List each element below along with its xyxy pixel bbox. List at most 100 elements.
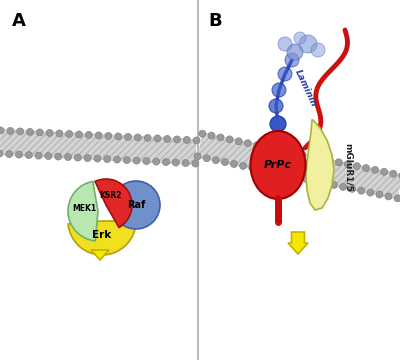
FancyArrow shape [288,232,308,254]
Circle shape [134,134,141,141]
Circle shape [262,144,270,150]
Text: A: A [12,12,26,30]
Circle shape [154,135,161,142]
Circle shape [35,152,42,159]
Circle shape [254,141,260,149]
Wedge shape [68,181,98,241]
Circle shape [174,136,180,143]
Circle shape [25,152,32,159]
Circle shape [285,53,299,67]
Circle shape [217,134,224,141]
Circle shape [340,183,346,190]
Circle shape [294,32,306,44]
Circle shape [362,165,370,171]
Circle shape [94,155,101,162]
Text: Raf: Raf [127,200,145,210]
Circle shape [183,136,190,143]
Circle shape [182,159,189,167]
Circle shape [172,159,179,166]
Circle shape [17,128,24,135]
Circle shape [55,153,62,160]
Circle shape [258,166,265,173]
Circle shape [114,156,120,163]
Circle shape [45,153,52,159]
Circle shape [272,134,288,150]
Circle shape [344,161,351,168]
Circle shape [278,67,292,81]
Circle shape [203,155,210,162]
Circle shape [272,83,286,97]
Circle shape [330,181,338,189]
Text: PrPc: PrPc [264,160,292,170]
Circle shape [95,132,102,139]
Circle shape [385,193,392,200]
Circle shape [16,151,22,158]
Circle shape [112,181,160,229]
Circle shape [290,149,297,156]
Circle shape [281,147,288,154]
Circle shape [124,134,132,140]
Circle shape [390,170,397,177]
Wedge shape [95,179,132,228]
Circle shape [123,157,130,163]
Circle shape [299,35,317,53]
Circle shape [381,168,388,175]
Text: KSR2: KSR2 [99,190,121,199]
Circle shape [235,138,242,145]
Circle shape [0,127,4,134]
Circle shape [105,132,112,139]
Text: Laminin: Laminin [294,68,318,108]
Circle shape [192,160,199,167]
Circle shape [270,116,286,132]
Circle shape [278,37,292,51]
Circle shape [349,185,356,192]
Text: mGluR1/5: mGluR1/5 [344,143,352,192]
Circle shape [399,172,400,179]
Circle shape [335,159,342,166]
Circle shape [244,140,251,147]
Circle shape [230,161,238,167]
Circle shape [56,130,63,137]
Circle shape [240,162,246,170]
Circle shape [394,195,400,202]
Circle shape [221,158,228,166]
Circle shape [274,152,290,168]
Circle shape [367,189,374,196]
Circle shape [162,159,170,166]
Circle shape [7,127,14,134]
Circle shape [303,176,310,183]
Circle shape [199,130,206,137]
Circle shape [208,132,215,139]
Circle shape [299,151,306,158]
Circle shape [193,137,200,144]
Circle shape [144,134,151,141]
Circle shape [276,170,283,177]
Circle shape [85,131,92,138]
Circle shape [326,157,333,164]
Circle shape [294,174,301,181]
Circle shape [26,129,34,135]
Circle shape [6,150,13,158]
FancyArrow shape [91,250,109,260]
Circle shape [164,135,171,143]
Polygon shape [197,132,400,200]
Circle shape [287,44,303,60]
Circle shape [249,164,256,171]
Circle shape [46,129,53,136]
Text: B: B [208,12,222,30]
Circle shape [143,158,150,165]
Circle shape [317,155,324,162]
Circle shape [226,136,233,143]
Circle shape [285,172,292,179]
Circle shape [153,158,160,165]
Polygon shape [0,129,197,165]
Text: Erk: Erk [92,230,112,240]
Circle shape [372,166,379,174]
Circle shape [194,153,201,160]
Circle shape [267,168,274,175]
Circle shape [312,178,319,185]
Circle shape [74,154,81,161]
Circle shape [358,187,365,194]
Text: MEK1: MEK1 [72,203,96,212]
Circle shape [269,99,283,113]
